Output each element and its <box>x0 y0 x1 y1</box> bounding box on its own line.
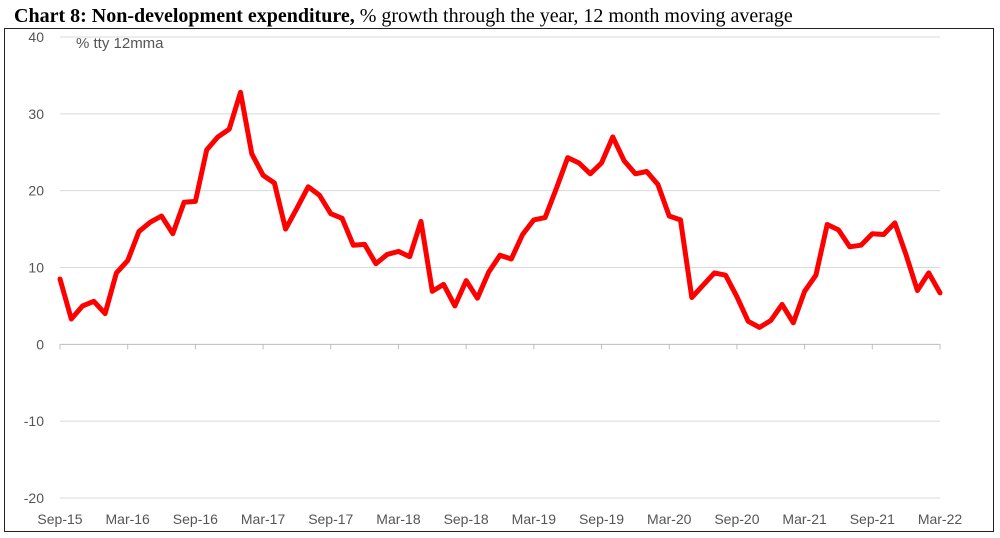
x-tick-label: Mar-16 <box>106 511 151 527</box>
x-tick-label: Mar-17 <box>241 511 286 527</box>
x-tick-label: Mar-18 <box>376 511 421 527</box>
y-tick-label: 10 <box>28 260 44 276</box>
x-axis-ticks: Sep-15 Mar-16 Sep-16 Mar-17 Sep-17 Mar-18 Sep-… <box>37 344 962 527</box>
x-tick-label: Mar-22 <box>918 511 963 527</box>
x-tick-label: Sep-20 <box>714 511 759 527</box>
x-tick-label: Mar-19 <box>512 511 557 527</box>
x-tick-label: Sep-15 <box>37 511 82 527</box>
x-tick-label: Mar-21 <box>782 511 827 527</box>
chart-frame <box>4 28 994 532</box>
y-tick-label: -20 <box>24 490 44 506</box>
x-tick-label: Sep-16 <box>173 511 218 527</box>
y-tick-label: 30 <box>28 106 44 122</box>
unit-label: % tty 12mma <box>76 35 164 52</box>
chart-title-bold: Chart 8: Non-development expenditure, <box>14 5 355 27</box>
y-tick-label: 0 <box>36 336 44 352</box>
x-tick-label: Mar-20 <box>647 511 692 527</box>
y-tick-label: -10 <box>24 413 44 429</box>
series-line <box>57 89 943 330</box>
x-tick-label: Sep-19 <box>579 511 624 527</box>
y-tick-label: 40 <box>28 29 44 45</box>
y-tick-label: 20 <box>28 183 44 199</box>
chart-title-rest: % growth through the year, 12 month movi… <box>354 5 793 27</box>
x-tick-label: Sep-17 <box>308 511 353 527</box>
grid-lines <box>60 36 940 499</box>
x-tick-label: Sep-18 <box>444 511 489 527</box>
x-tick-label: Sep-21 <box>850 511 895 527</box>
chart-title: Chart 8: Non-development expenditure, % … <box>14 4 793 28</box>
y-axis-ticks: 40 30 20 10 0 -10 -20 <box>24 29 44 506</box>
